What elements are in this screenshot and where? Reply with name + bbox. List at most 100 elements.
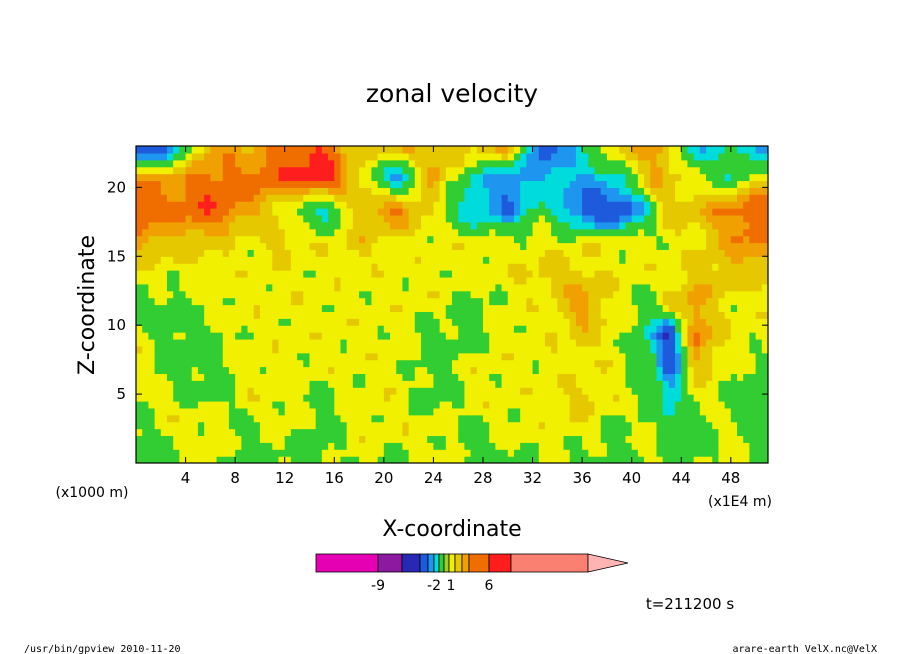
field-cell [160,387,168,395]
field-cell [575,352,583,361]
field-cell [718,366,726,375]
field-cell [681,359,689,368]
field-cell [699,414,707,423]
field-cell [154,311,162,319]
field-cell [303,456,311,463]
field-cell [582,400,589,409]
field-cell [390,242,397,250]
field-cell [154,345,162,354]
field-cell [718,228,726,237]
field-cell [737,201,744,209]
field-cell [297,421,304,430]
field-cell [544,407,552,416]
field-cell [166,394,174,402]
field-cell [445,208,453,216]
field-cell [197,256,205,264]
field-cell [445,387,453,395]
field-cell [724,242,732,250]
field-cell [470,373,478,381]
field-cell [712,414,720,423]
field-cell [569,290,577,299]
field-cell [346,345,354,354]
field-cell [427,449,435,457]
field-cell [315,283,323,292]
field-cell [359,173,366,182]
field-cell [755,276,763,285]
field-cell [216,359,224,368]
field-cell [482,235,490,244]
field-cell [179,394,187,402]
field-cell [513,242,521,250]
field-cell [204,208,211,216]
field-cell [421,359,428,368]
field-cell [377,428,385,437]
field-cell [204,345,211,354]
field-cell [439,270,447,278]
field-cell [507,228,515,237]
field-cell [724,304,732,312]
field-cell [681,173,689,182]
field-cell [241,373,249,381]
field-cell [476,414,484,423]
field-cell [290,456,298,463]
field-cell [582,159,589,168]
field-cell [631,304,639,312]
field-cell [569,263,577,271]
field-cell [681,249,689,257]
field-cell [253,366,261,375]
field-cell [383,214,391,223]
field-cell [160,208,168,216]
field-cell [247,249,255,257]
field-cell [297,201,304,209]
field-cell [166,428,174,437]
field-cell [340,235,348,244]
field-cell [631,187,639,195]
field-cell [675,428,682,437]
field-cell [204,159,211,168]
field-cell [712,304,720,312]
field-cell [724,166,732,175]
field-cell [606,387,614,395]
field-cell [421,146,428,154]
field-cell [557,338,565,347]
field-cell [675,345,682,354]
field-cell [297,270,304,278]
field-cell [625,449,633,457]
field-cell [724,366,732,375]
field-cell [297,166,304,175]
field-cell [489,152,496,161]
field-cell [160,407,168,416]
field-cell [241,221,249,230]
field-cell [526,352,534,361]
field-cell [334,194,342,202]
field-cell [421,304,428,312]
x-tick-label: 24 [424,469,443,487]
field-cell [383,338,391,347]
field-cell [569,380,577,388]
field-cell [588,256,596,264]
field-cell [569,352,577,361]
field-cell [439,187,447,195]
field-cell [148,152,156,161]
field-cell [588,359,596,368]
field-cell [538,338,546,347]
field-cell [204,366,211,375]
field-cell [346,435,354,443]
field-cell [650,297,658,306]
field-cell [173,332,180,340]
field-cell [352,400,360,409]
field-cell [191,318,199,326]
field-cell [557,194,565,202]
field-cell [377,228,385,237]
field-cell [693,221,701,230]
field-cell [631,428,639,437]
field-cell [148,428,156,437]
field-cell [241,428,249,437]
field-cell [761,256,768,264]
field-cell [687,201,695,209]
field-cell [513,414,521,423]
field-cell [414,442,422,450]
field-cell [501,373,509,381]
field-cell [253,380,261,388]
field-cell [142,394,149,402]
